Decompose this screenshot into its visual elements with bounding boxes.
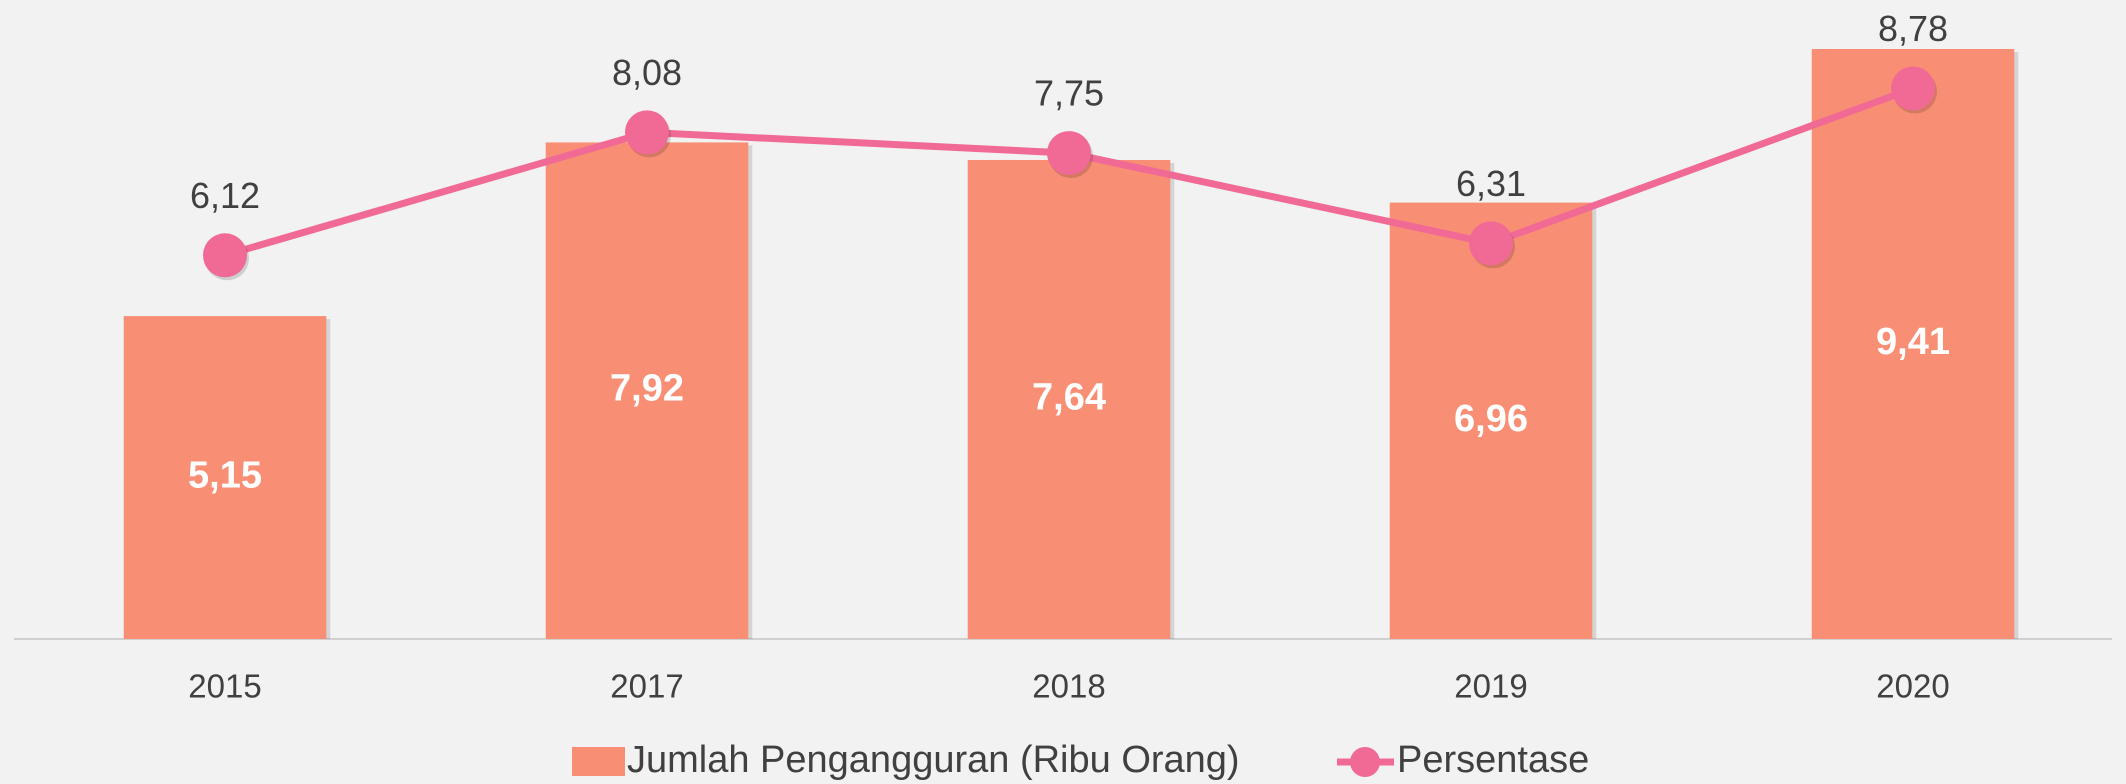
legend-label: Persentase: [1397, 739, 1589, 781]
bar-value-label: 6,96: [1454, 398, 1528, 440]
bar-value-label: 7,64: [1032, 377, 1106, 419]
x-tick-label: 2019: [1454, 668, 1527, 705]
legend-marker: [1350, 747, 1380, 777]
bar: [545, 142, 749, 639]
legend-label: Jumlah Pengangguran (Ribu Orang): [627, 739, 1240, 781]
bar: [123, 316, 327, 639]
line-value-label: 8,78: [1878, 8, 1948, 49]
line-marker: [1047, 131, 1091, 176]
bar-value-label: 5,15: [188, 455, 262, 497]
bar: [1811, 48, 2015, 640]
x-tick-label: 2015: [188, 668, 261, 705]
bar: [967, 159, 1171, 640]
bar-value-label: 9,41: [1876, 321, 1950, 363]
bar-value-label: 7,92: [610, 368, 684, 410]
x-tick-label: 2018: [1032, 668, 1105, 705]
line-value-label: 6,31: [1456, 163, 1526, 204]
line-value-label: 7,75: [1034, 73, 1104, 114]
line-marker: [1891, 66, 1935, 111]
line-marker: [1469, 221, 1513, 266]
line-marker: [625, 110, 669, 155]
line-value-label: 6,12: [190, 175, 260, 216]
bar: [1389, 202, 1593, 639]
legend-swatch: [572, 747, 625, 776]
line-marker: [203, 233, 247, 278]
x-tick-label: 2020: [1876, 668, 1949, 705]
x-tick-label: 2017: [610, 668, 683, 705]
line-value-label: 8,08: [612, 52, 682, 93]
